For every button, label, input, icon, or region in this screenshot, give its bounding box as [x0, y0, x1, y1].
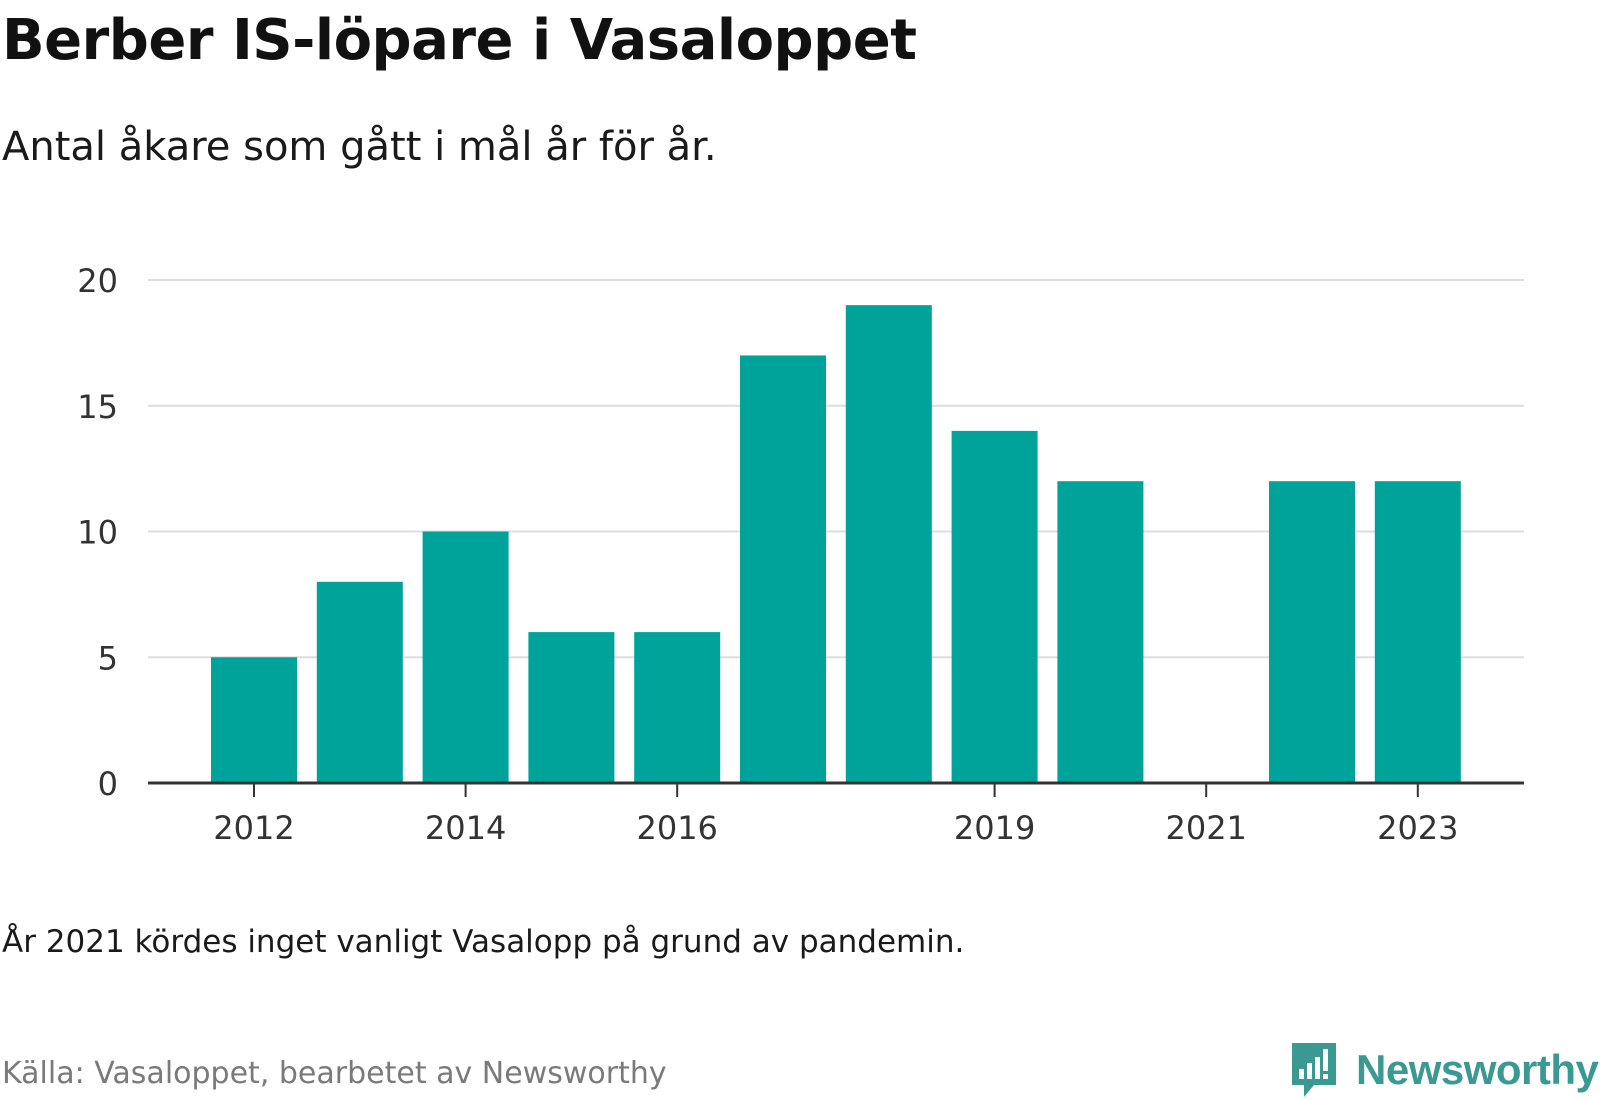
bar-2017	[740, 355, 826, 783]
newsworthy-logo-icon	[1292, 1043, 1336, 1097]
y-tick-label: 20	[77, 262, 118, 300]
brand-name: Newsworthy	[1356, 1046, 1599, 1093]
chart-note: År 2021 kördes inget vanligt Vasalopp på…	[2, 924, 965, 960]
x-tick-label: 2014	[425, 809, 506, 847]
bar-chart: 0 5 10 15 20 2012 2014 2016 2019 2021 2023	[0, 240, 1600, 880]
source-credit: Källa: Vasaloppet, bearbetet av Newswort…	[2, 1056, 667, 1091]
brand-logo: Newsworthy	[1290, 1040, 1599, 1100]
bar-2014	[422, 531, 509, 783]
bar-2018	[845, 305, 932, 783]
bar-2020	[1057, 481, 1144, 783]
bars	[211, 305, 1461, 783]
y-axis-ticks: 0 5 10 15 20	[77, 262, 118, 803]
bar-2022	[1269, 481, 1355, 783]
x-axis-ticks: 2012 2014 2016 2019 2021 2023	[213, 783, 1459, 847]
chart-title: Berber IS-löpare i Vasaloppet	[2, 8, 917, 73]
x-tick-label: 2021	[1165, 809, 1246, 847]
bar-2015	[528, 632, 615, 783]
bar-chart-svg: 0 5 10 15 20 2012 2014 2016 2019 2021 2023	[77, 262, 1524, 847]
bar-2012	[211, 657, 297, 783]
x-tick-label: 2023	[1377, 809, 1458, 847]
y-tick-label: 0	[98, 765, 118, 803]
bar-2013	[316, 581, 403, 783]
y-tick-label: 15	[77, 388, 118, 426]
bar-2016	[634, 632, 721, 783]
x-tick-label: 2016	[636, 809, 717, 847]
y-tick-label: 5	[98, 639, 118, 677]
bar-2023	[1374, 481, 1461, 783]
chart-subtitle: Antal åkare som gått i mål år för år.	[2, 124, 717, 170]
x-tick-label: 2012	[213, 809, 294, 847]
x-tick-label: 2019	[954, 809, 1035, 847]
bar-2019	[951, 430, 1038, 783]
y-tick-label: 10	[77, 514, 118, 552]
